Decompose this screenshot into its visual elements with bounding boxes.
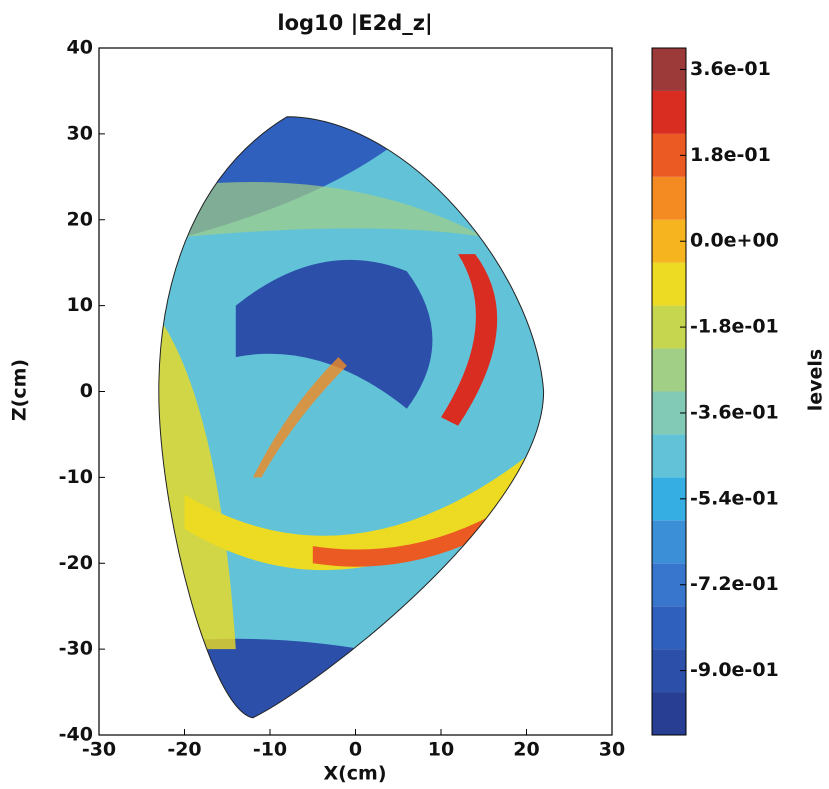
colorbar-tick-label: 3.6e-01 [690,58,771,80]
y-tick-label: 30 [67,122,93,144]
field-band [184,443,544,571]
colorbar-tick-label: 0.0e+00 [690,230,779,252]
field-band [158,305,236,650]
colorbar-tick-label: -9.0e-01 [690,659,779,681]
colorbar-tick-label: -7.2e-01 [690,573,779,595]
y-axis-label: Z(cm) [9,359,31,421]
y-tick-label: -10 [59,466,93,488]
field-band [235,259,433,409]
y-tick-label: 40 [67,37,93,59]
y-tick-label: -30 [59,638,93,660]
colorbar-band [652,692,686,735]
colorbar-tick-label: -1.8e-01 [690,316,779,338]
y-tick-label: -20 [59,552,93,574]
x-tick-label: -30 [82,739,116,761]
colorbar-tick-label: -5.4e-01 [690,487,779,509]
field [158,116,544,718]
field-band [441,254,498,426]
colorbar-frame [651,47,687,736]
field-outline [158,116,545,719]
colorbar-band [652,176,686,220]
field-band [252,357,347,478]
y-tick-label: -40 [59,724,93,746]
colorbar-band [652,262,686,306]
colorbar-band [652,606,686,650]
y-tick-label: 0 [80,380,93,402]
colorbar-band [652,90,686,134]
x-axis-label: X(cm) [323,763,386,785]
x-tick-label: 20 [513,739,539,761]
x-tick-label: -10 [253,739,287,761]
colorbar-band [652,520,686,564]
field-band [158,638,441,718]
field-band [184,181,484,237]
colorbar-band [652,434,686,478]
colorbar-label: levels [805,349,827,412]
x-tick-label: 30 [599,739,625,761]
x-tick-label: 0 [349,739,362,761]
chart-title: log10 |E2d_z| [277,11,432,36]
x-tick-label: -20 [167,739,201,761]
colorbar-tick-label: -3.6e-01 [690,401,779,423]
colorbar-band [652,348,686,392]
x-tick-label: 10 [428,739,454,761]
y-tick-label: 20 [67,208,93,230]
colorbar-tick-label: 1.8e-01 [690,144,771,166]
y-tick-label: 10 [67,294,93,316]
